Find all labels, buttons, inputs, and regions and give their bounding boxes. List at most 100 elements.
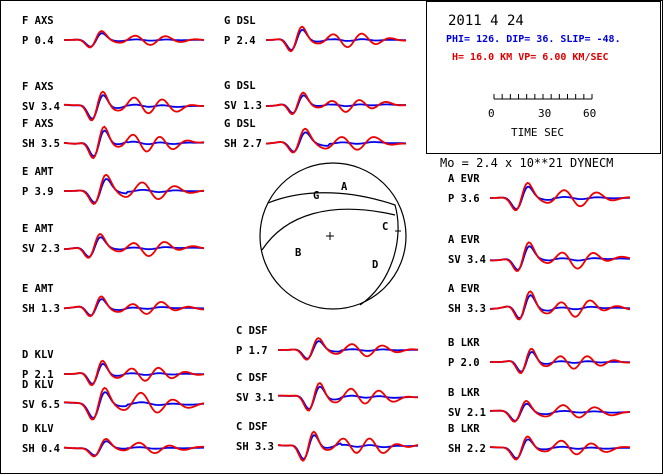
- seismic-moment: Mo = 2.4 x 10**21 DYNECM: [440, 156, 613, 170]
- observed-waveform: [64, 362, 204, 385]
- waveform-panel: A EVR SV 3.4: [448, 234, 631, 272]
- phase-amplitude-label: P 3.6: [448, 193, 480, 205]
- waveform-panel: A EVR P 3.6: [448, 173, 631, 211]
- depth-velocity: H= 16.0 KM VP= 6.00 KM/SEC: [452, 52, 609, 63]
- station-label: D KLV: [22, 349, 54, 361]
- info-box: [426, 1, 661, 154]
- observed-waveform: [266, 94, 406, 115]
- synthetic-waveform: [489, 241, 631, 272]
- waveform-panel: E AMT P 3.9: [22, 166, 205, 206]
- synthetic-waveform: [64, 173, 205, 206]
- station-label: F AXS: [22, 118, 54, 130]
- station-mark-b: B: [295, 247, 301, 259]
- station-label: G DSL: [224, 80, 256, 92]
- waveform-panel: E AMT SV 2.3: [22, 223, 205, 259]
- waveform-panel: B LKR P 2.0: [448, 337, 631, 375]
- synthetic-waveform: [266, 91, 406, 116]
- waveform-panels: F AXS P 0.4 F AXS SV 3.4 F AXS SH 3.5 E AMT P 3…: [22, 15, 631, 462]
- waveform-panel: A EVR SH 3.3: [448, 283, 631, 321]
- station-label: G DSL: [224, 118, 256, 130]
- waveform-panel: C DSF SH 3.3: [236, 421, 419, 462]
- observed-waveform: [490, 245, 631, 271]
- center-cross: [326, 232, 334, 240]
- station-label: B LKR: [448, 337, 480, 349]
- phase-amplitude-label: SH 1.3: [22, 303, 60, 315]
- synthetic-waveform: [64, 359, 205, 387]
- station-label: F AXS: [22, 81, 54, 93]
- phase-amplitude-label: SV 1.3: [224, 100, 262, 112]
- phase-amplitude-label: SH 3.5: [22, 138, 60, 150]
- station-mark-c: C: [382, 221, 388, 233]
- phase-amplitude-label: SH 2.2: [448, 443, 486, 455]
- waveform-panel: C DSF P 1.7: [236, 325, 419, 361]
- phase-amplitude-label: P 2.0: [448, 357, 480, 369]
- waveform-panel: G DSL P 2.4: [224, 15, 406, 53]
- phase-amplitude-label: P 2.4: [224, 35, 256, 47]
- observed-waveform: [277, 434, 419, 460]
- synthetic-waveform: [277, 430, 419, 462]
- phase-amplitude-label: SV 3.1: [236, 392, 274, 404]
- station-mark-d: D: [372, 259, 378, 271]
- synthetic-waveform: [265, 127, 406, 154]
- waveform-panel: C DSF SV 3.1: [236, 372, 418, 412]
- synthetic-waveform: [490, 182, 631, 211]
- station-label: C DSF: [236, 372, 268, 384]
- station-label: F AXS: [22, 15, 54, 27]
- station-label: E AMT: [22, 283, 54, 295]
- scale-tick-60: 60: [583, 107, 596, 120]
- waveform-panel: D KLV SV 6.5: [22, 379, 205, 421]
- phase-amplitude-label: SV 6.5: [22, 399, 60, 411]
- synthetic-waveform: [64, 30, 205, 49]
- station-label: G DSL: [224, 15, 256, 27]
- phase-amplitude-label: SV 2.1: [448, 407, 486, 419]
- axis-cross: [395, 228, 401, 234]
- synthetic-waveform: [278, 382, 418, 412]
- focal-mechanism-beachball: G A B C D: [259, 162, 407, 310]
- waveform-panel: G DSL SV 1.3: [224, 80, 406, 116]
- waveform-panel: F AXS SH 3.5: [22, 118, 205, 160]
- phase-amplitude-label: SH 0.4: [22, 443, 60, 455]
- synthetic-waveform: [490, 435, 631, 461]
- station-label: D KLV: [22, 423, 54, 435]
- station-label: E AMT: [22, 166, 54, 178]
- station-label: A EVR: [448, 173, 480, 185]
- phase-amplitude-label: SV 3.4: [448, 254, 486, 266]
- phase-amplitude-label: SH 3.3: [236, 441, 274, 453]
- nodal-plane-2: [261, 208, 396, 251]
- time-scale-bar: [493, 94, 593, 100]
- observed-waveform: [64, 94, 204, 120]
- synthetic-waveform: [64, 386, 205, 421]
- synthetic-waveform: [63, 295, 205, 318]
- focal-params: PHI= 126. DIP= 36. SLIP= -48.: [446, 34, 621, 45]
- waveform-panel: B LKR SV 2.1: [448, 387, 630, 423]
- synthetic-waveform: [490, 347, 631, 375]
- waveform-panel: B LKR SH 2.2: [448, 423, 631, 461]
- station-label: B LKR: [448, 423, 480, 435]
- station-mark-g: G: [313, 190, 319, 202]
- observed-waveform: [490, 402, 630, 422]
- waveform-panel: D KLV SH 0.4: [22, 423, 205, 458]
- waveform-panel: F AXS SV 3.4: [22, 81, 205, 122]
- synthetic-waveform: [266, 25, 406, 53]
- event-date: 2011 4 24: [448, 13, 524, 29]
- station-label: D KLV: [22, 379, 54, 391]
- phase-amplitude-label: P 3.9: [22, 186, 54, 198]
- phase-amplitude-label: SH 3.3: [448, 303, 486, 315]
- synthetic-waveform: [489, 290, 631, 321]
- phase-amplitude-label: SV 3.4: [22, 101, 60, 113]
- station-label: B LKR: [448, 387, 480, 399]
- phase-amplitude-label: SV 2.3: [22, 243, 60, 255]
- synthetic-waveform: [63, 90, 205, 122]
- waveform-panel: E AMT SH 1.3: [22, 283, 205, 318]
- synthetic-waveform: [489, 400, 630, 423]
- scale-tick-0: 0: [488, 107, 495, 120]
- observed-waveform: [278, 340, 418, 360]
- phase-amplitude-label: SH 2.7: [224, 138, 262, 150]
- beachball-circle: [259, 162, 407, 310]
- observed-waveform: [489, 438, 630, 460]
- phase-amplitude-label: P 2.1: [22, 369, 54, 381]
- station-mark-a: A: [341, 181, 348, 193]
- synthetic-waveform: [63, 125, 205, 160]
- scale-tick-30: 30: [538, 107, 551, 120]
